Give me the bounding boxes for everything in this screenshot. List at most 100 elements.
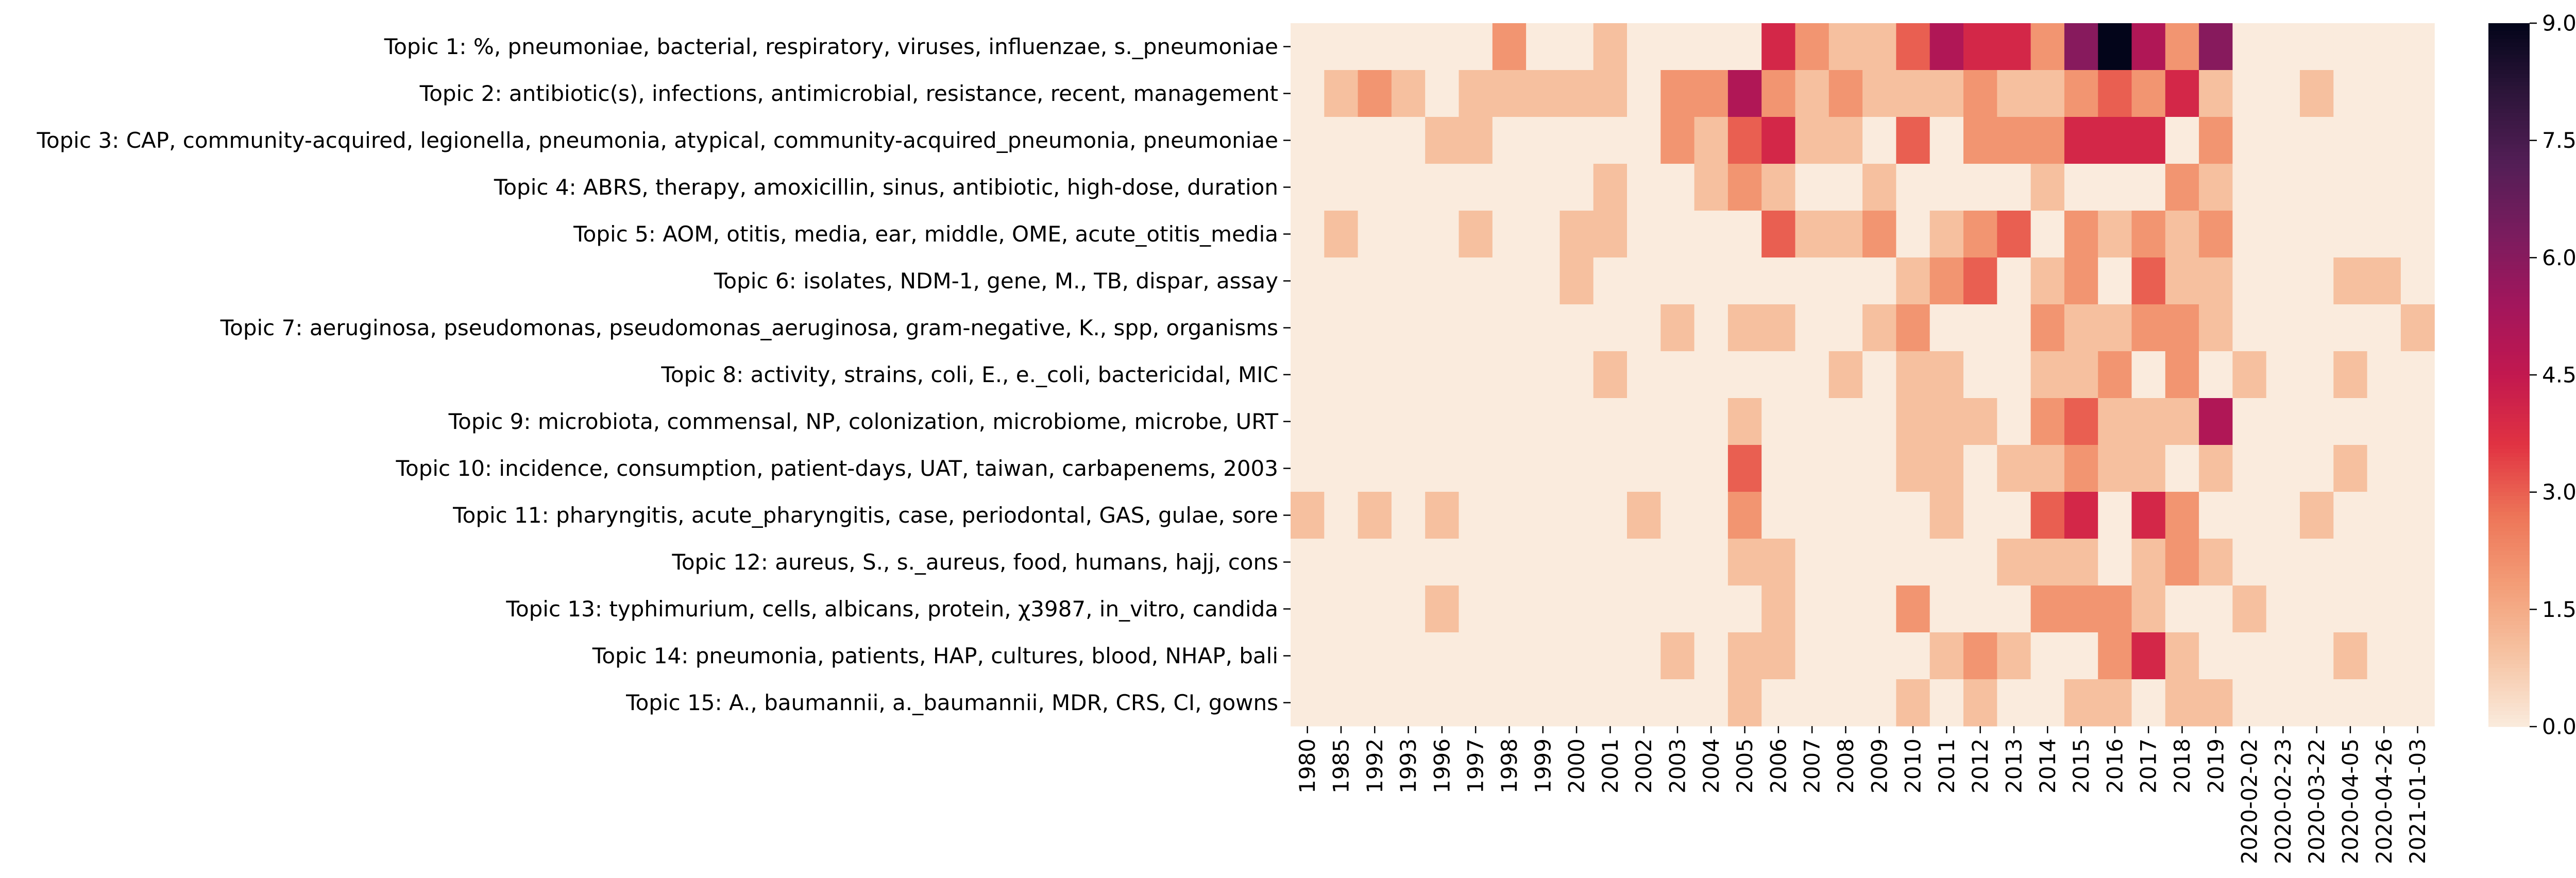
column-label: 2016 bbox=[2102, 738, 2127, 794]
heatmap-cell bbox=[2333, 539, 2368, 586]
colorbar-segment bbox=[2488, 429, 2530, 434]
heatmap-cell bbox=[1593, 23, 1628, 71]
heatmap-cell bbox=[1627, 398, 1661, 445]
heatmap-cell bbox=[1862, 351, 1896, 399]
heatmap-cell bbox=[1627, 70, 1661, 117]
heatmap-cell bbox=[1694, 586, 1728, 633]
heatmap-cell bbox=[2266, 257, 2300, 305]
heatmap-cell bbox=[1694, 351, 1728, 399]
colorbar-segment bbox=[2488, 515, 2530, 520]
heatmap-cell bbox=[2400, 70, 2435, 117]
colorbar-segment bbox=[2488, 226, 2530, 231]
heatmap-cell bbox=[2367, 679, 2401, 727]
column-label: 1980 bbox=[1295, 738, 1320, 794]
heatmap-cell bbox=[2165, 211, 2199, 258]
heatmap-cell bbox=[1560, 304, 1594, 352]
heatmap-cell bbox=[1526, 351, 1560, 399]
heatmap-cell bbox=[1727, 304, 1762, 352]
heatmap-cell bbox=[1828, 257, 1863, 305]
heatmap-cell bbox=[2367, 70, 2401, 117]
colorbar-segment bbox=[2488, 351, 2530, 356]
colorbar-segment bbox=[2488, 371, 2530, 375]
heatmap-cell bbox=[1795, 398, 1829, 445]
row-label: Topic 6: isolates, NDM-1, gene, M., TB, … bbox=[714, 268, 1278, 294]
heatmap-cell bbox=[1560, 586, 1594, 633]
colorbar-segment bbox=[2488, 191, 2530, 196]
column-label: 2018 bbox=[2170, 738, 2195, 794]
row-label: Topic 9: microbiota, commensal, NP, colo… bbox=[448, 409, 1279, 434]
colorbar-segment bbox=[2488, 164, 2530, 168]
heatmap-cell bbox=[2333, 23, 2368, 71]
heatmap-cell bbox=[1492, 351, 1527, 399]
heatmap-cell bbox=[1660, 351, 1695, 399]
heatmap-cell bbox=[1761, 23, 1796, 71]
heatmap-cell bbox=[1997, 539, 2031, 586]
heatmap-cell bbox=[1761, 632, 1796, 680]
heatmap-cell bbox=[2131, 539, 2166, 586]
column-label: 1997 bbox=[1463, 738, 1488, 794]
heatmap-cell bbox=[1896, 679, 1930, 727]
heatmap-cell bbox=[1526, 679, 1560, 727]
heatmap-cell bbox=[1324, 257, 1359, 305]
heatmap-cell bbox=[1560, 70, 1594, 117]
heatmap-cell bbox=[2098, 679, 2132, 727]
heatmap-cell bbox=[2199, 398, 2233, 445]
colorbar-segment bbox=[2488, 195, 2530, 200]
heatmap-cell bbox=[2232, 492, 2267, 539]
heatmap-cell bbox=[1425, 23, 1460, 71]
heatmap-cell bbox=[1660, 586, 1695, 633]
row-label: Topic 3: CAP, community-acquired, legion… bbox=[37, 128, 1278, 153]
heatmap-cell bbox=[1929, 164, 1964, 211]
colorbar-segment bbox=[2488, 601, 2530, 606]
heatmap-cell bbox=[1896, 211, 1930, 258]
colorbar-segment bbox=[2488, 460, 2530, 466]
colorbar-segment bbox=[2488, 39, 2530, 43]
heatmap-cell bbox=[2367, 586, 2401, 633]
heatmap-cell bbox=[2098, 398, 2132, 445]
column-label: 2003 bbox=[1665, 738, 1690, 794]
heatmap-cell bbox=[1929, 539, 1964, 586]
heatmap-cell bbox=[1560, 398, 1594, 445]
colorbar-segment bbox=[2488, 375, 2530, 380]
row-label: Topic 11: pharyngitis, acute_pharyngitis… bbox=[452, 503, 1278, 528]
heatmap-cell bbox=[1929, 117, 1964, 164]
heatmap-cell bbox=[1593, 117, 1628, 164]
heatmap-cell bbox=[2030, 586, 2065, 633]
colorbar-segment bbox=[2488, 390, 2530, 395]
heatmap-cell bbox=[1324, 211, 1359, 258]
colorbar-segment bbox=[2488, 621, 2530, 626]
heatmap-cell bbox=[1828, 211, 1863, 258]
colorbar-segment bbox=[2488, 574, 2530, 579]
row-label: Topic 14: pneumonia, patients, HAP, cult… bbox=[592, 643, 1278, 668]
heatmap-cell bbox=[2199, 70, 2233, 117]
colorbar-segment bbox=[2488, 27, 2530, 31]
column-label: 2008 bbox=[1833, 738, 1858, 794]
heatmap-cell bbox=[2165, 257, 2199, 305]
colorbar-segment bbox=[2488, 636, 2530, 641]
colorbar-segment bbox=[2488, 582, 2530, 587]
colorbar-segment bbox=[2488, 66, 2530, 71]
column-label: 1999 bbox=[1530, 738, 1555, 794]
heatmap-cell bbox=[1694, 632, 1728, 680]
colorbar-segment bbox=[2488, 199, 2530, 203]
heatmap-cell bbox=[1862, 70, 1896, 117]
heatmap-cell bbox=[2131, 492, 2166, 539]
heatmap-cell bbox=[1425, 679, 1460, 727]
colorbar-segment bbox=[2488, 641, 2530, 645]
heatmap-cell bbox=[2232, 23, 2267, 71]
heatmap-cell bbox=[2367, 351, 2401, 399]
heatmap-cell bbox=[1459, 304, 1493, 352]
colorbar-segment bbox=[2488, 425, 2530, 430]
colorbar-segment bbox=[2488, 167, 2530, 172]
heatmap-cell bbox=[1727, 211, 1762, 258]
heatmap-cell bbox=[1828, 445, 1863, 492]
heatmap-cell bbox=[2300, 539, 2334, 586]
heatmap-cell bbox=[1862, 586, 1896, 633]
colorbar-segment bbox=[2488, 85, 2530, 90]
heatmap-cell bbox=[1997, 164, 2031, 211]
heatmap-cell bbox=[1324, 117, 1359, 164]
heatmap-cell bbox=[2064, 257, 2098, 305]
heatmap-cell bbox=[1627, 492, 1661, 539]
heatmap-cell bbox=[2266, 164, 2300, 211]
heatmap-cell bbox=[1963, 304, 1997, 352]
